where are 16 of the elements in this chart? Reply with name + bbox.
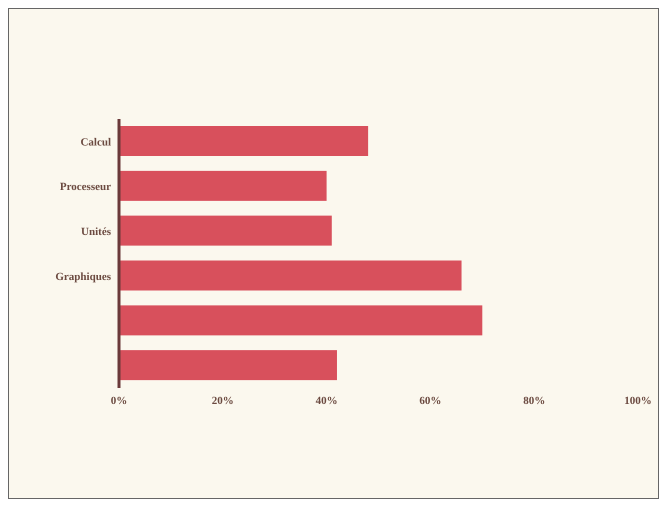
bar bbox=[119, 216, 332, 246]
y-tick-label: Graphiques bbox=[55, 270, 112, 283]
x-tick-label: 20% bbox=[212, 394, 234, 407]
y-tick-label: Processeur bbox=[60, 181, 112, 194]
x-tick-label: 0% bbox=[110, 394, 128, 407]
x-tick-label: 100% bbox=[624, 394, 652, 407]
x-tick-label: 60% bbox=[419, 394, 442, 407]
bar bbox=[119, 350, 337, 380]
bar bbox=[119, 260, 462, 290]
y-tick-label: Calcul bbox=[80, 136, 111, 148]
bar bbox=[119, 305, 482, 336]
x-tick-label: 80% bbox=[523, 394, 546, 407]
x-tick-label: 40% bbox=[316, 394, 338, 407]
bar bbox=[119, 126, 368, 156]
bar bbox=[119, 170, 327, 201]
y-tick-label: Unités bbox=[81, 226, 112, 238]
